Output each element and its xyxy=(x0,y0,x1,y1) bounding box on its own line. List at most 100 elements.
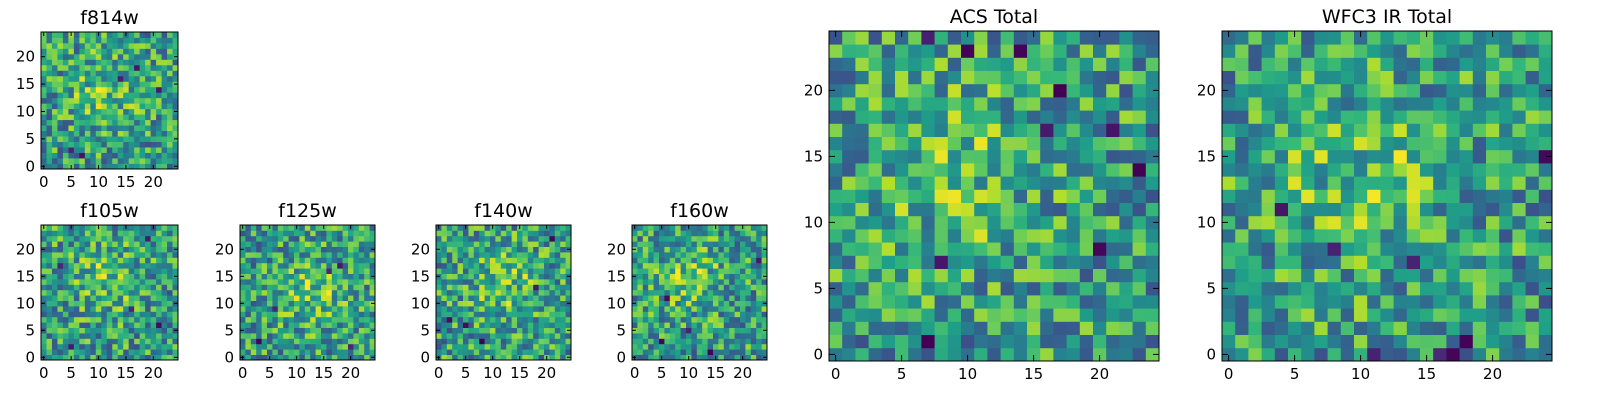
heatmap-cell xyxy=(1393,123,1408,137)
heatmap-cell xyxy=(68,136,75,142)
heatmap-cell xyxy=(68,86,75,93)
heatmap-cell xyxy=(150,300,157,307)
heatmap-cell xyxy=(57,354,64,360)
heatmap-cell xyxy=(468,284,475,291)
heatmap-cell xyxy=(101,257,108,264)
heatmap-cell xyxy=(1406,123,1421,137)
heatmap-cell xyxy=(95,48,102,55)
heatmap-cell xyxy=(500,225,507,231)
heatmap-cell xyxy=(1340,189,1355,203)
heatmap-cell xyxy=(112,42,119,49)
heatmap-cell xyxy=(452,246,458,253)
heatmap-cell xyxy=(134,333,141,339)
heatmap-cell xyxy=(90,147,97,153)
heatmap-cell xyxy=(669,273,676,280)
heatmap-cell xyxy=(134,97,141,104)
heatmap-cell xyxy=(145,262,151,269)
heatmap-cell xyxy=(277,327,284,334)
heatmap-cell xyxy=(511,252,518,258)
y-tick-label: 0 xyxy=(420,348,430,366)
heatmap-cell xyxy=(855,255,869,269)
heatmap-cell xyxy=(1367,308,1381,322)
heatmap-cell xyxy=(261,262,268,269)
heatmap-cell xyxy=(134,147,141,153)
heatmap-cell xyxy=(664,225,671,231)
heatmap-cell xyxy=(1288,97,1302,111)
heatmap-cell xyxy=(1013,281,1028,296)
heatmap-cell xyxy=(1013,229,1028,243)
heatmap-cell xyxy=(1053,97,1067,111)
heatmap-cell xyxy=(167,141,173,148)
heatmap-cell xyxy=(473,343,480,350)
heatmap-cell xyxy=(1301,321,1315,335)
heatmap-cell xyxy=(277,349,284,355)
heatmap-cell xyxy=(1433,202,1447,217)
heatmap-cell xyxy=(117,92,124,99)
heatmap-cell xyxy=(1512,215,1526,230)
heatmap-cell xyxy=(1420,347,1434,361)
heatmap-cell xyxy=(686,246,692,253)
heatmap-cell xyxy=(664,235,671,242)
heatmap-cell xyxy=(1459,57,1474,71)
heatmap-cell xyxy=(1040,215,1054,230)
heatmap-cell xyxy=(718,268,725,274)
heatmap-cell xyxy=(167,81,173,88)
heatmap-cell xyxy=(101,75,108,82)
heatmap-cell xyxy=(1327,123,1342,137)
heatmap-cell xyxy=(500,316,507,323)
heatmap-cell xyxy=(554,316,561,323)
heatmap-cell xyxy=(648,343,654,350)
heatmap-cell xyxy=(1079,163,1094,177)
heatmap-cell xyxy=(522,246,529,253)
heatmap-cell xyxy=(696,327,703,334)
heatmap-cell xyxy=(1393,70,1408,85)
heatmap-cell xyxy=(245,306,252,312)
heatmap-cell xyxy=(680,279,687,285)
heatmap-cell xyxy=(1013,202,1028,217)
heatmap-cell xyxy=(128,349,135,355)
heatmap-cell xyxy=(79,343,86,350)
heatmap-cell xyxy=(479,284,485,291)
heatmap-cell xyxy=(342,311,349,318)
x-tick-label: 5 xyxy=(897,365,907,383)
heatmap-cell xyxy=(167,246,173,253)
heatmap-cell xyxy=(1222,176,1236,190)
heatmap-cell xyxy=(112,333,119,339)
heatmap-cell xyxy=(128,97,135,104)
heatmap-cell xyxy=(84,252,91,258)
heatmap-cell xyxy=(1235,242,1249,256)
heatmap-cell xyxy=(659,289,665,296)
heatmap-cell xyxy=(79,235,86,242)
heatmap-cell xyxy=(723,225,730,231)
heatmap-cell xyxy=(240,230,246,237)
heatmap-cell xyxy=(277,241,284,247)
heatmap-cell xyxy=(128,119,135,126)
heatmap-cell xyxy=(326,316,333,323)
heatmap-cell xyxy=(511,257,518,264)
heatmap-cell xyxy=(1261,31,1276,45)
heatmap-cell xyxy=(101,64,108,71)
heatmap-cell xyxy=(734,327,741,334)
heatmap-cell xyxy=(1406,202,1421,217)
heatmap-cell xyxy=(522,338,529,345)
heatmap-cell xyxy=(90,158,97,164)
heatmap-cell xyxy=(1406,149,1421,164)
heatmap-cell xyxy=(79,279,86,285)
heatmap-cell xyxy=(95,37,102,44)
heatmap-cell xyxy=(642,349,649,355)
heatmap-cell xyxy=(315,225,322,231)
heatmap-cell xyxy=(653,252,660,258)
heatmap-cell xyxy=(745,349,752,355)
heatmap-cell xyxy=(522,241,529,247)
heatmap-cell xyxy=(1367,70,1381,85)
heatmap-cell xyxy=(1459,347,1474,361)
heatmap-cell xyxy=(156,130,162,137)
heatmap-cell xyxy=(150,81,157,88)
heatmap-cell xyxy=(250,349,257,355)
heatmap-cell xyxy=(707,306,714,312)
heatmap-cell xyxy=(139,42,146,49)
heatmap-cell xyxy=(987,255,1001,269)
heatmap-cell xyxy=(172,147,178,153)
heatmap-cell xyxy=(974,321,988,335)
heatmap-cell xyxy=(479,252,485,258)
